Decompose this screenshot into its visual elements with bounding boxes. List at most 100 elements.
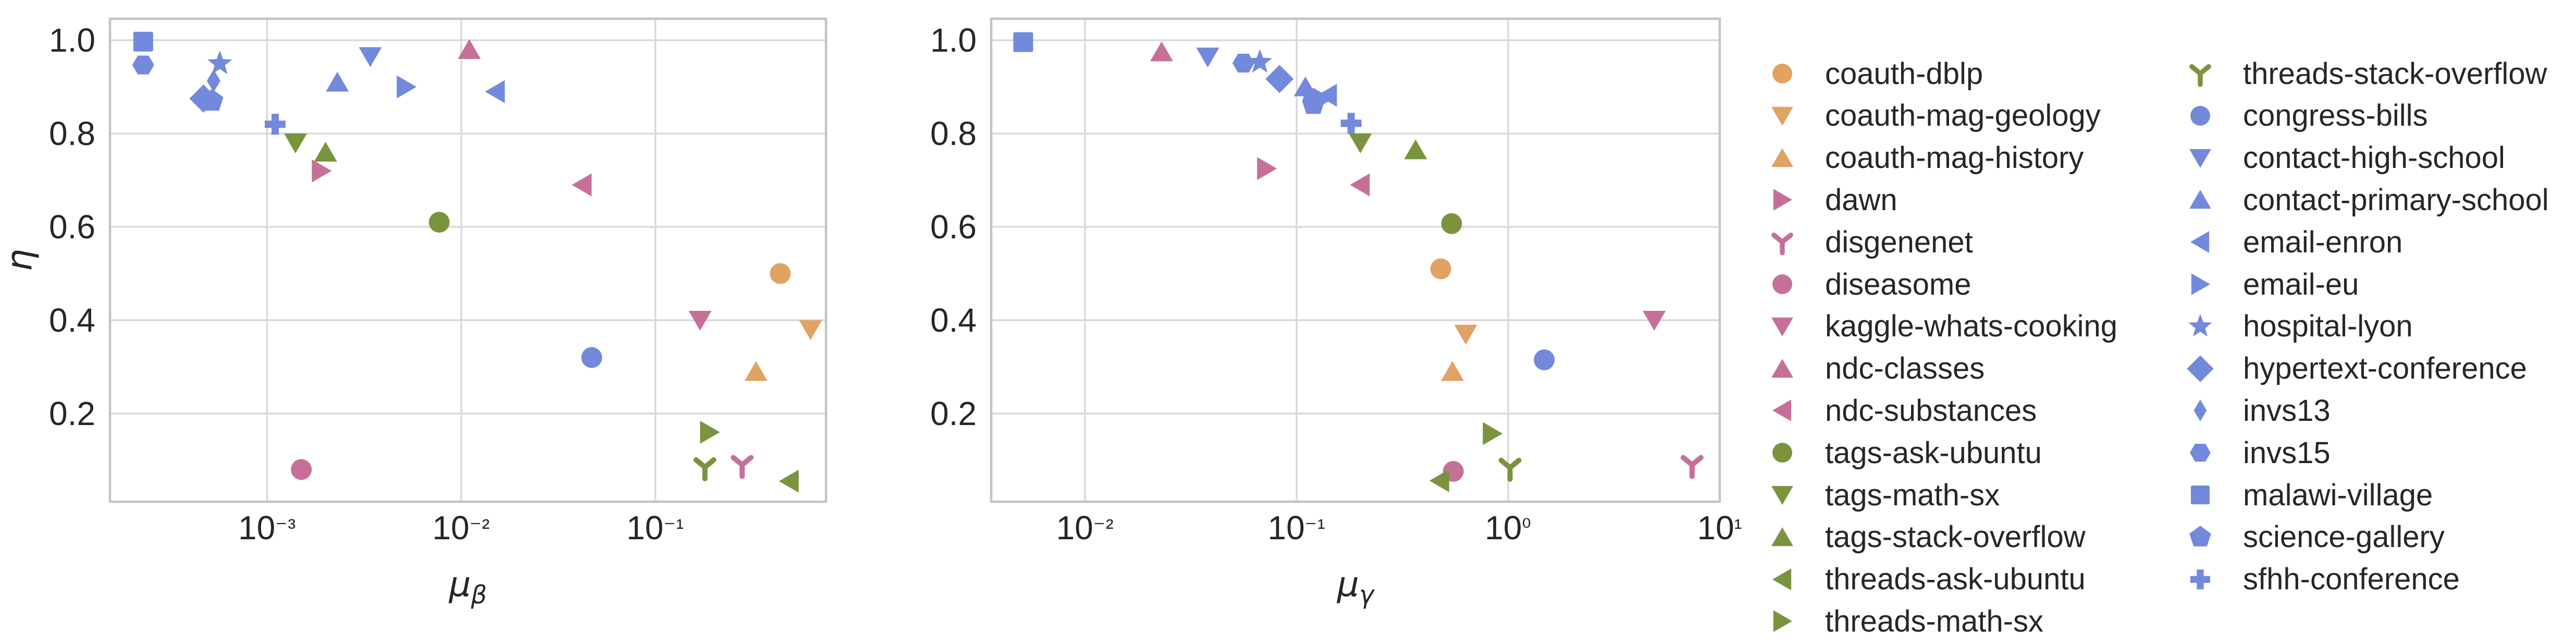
legend-item-contact-primary-school: contact-primary-school [2185, 179, 2549, 221]
legend-label: contact-primary-school [2243, 183, 2549, 217]
triangle-right-icon [1773, 610, 1792, 633]
y-tick-label: 0.2 [930, 394, 977, 432]
data-point-coauth-mag-geology [799, 320, 822, 340]
hexagon-icon [2190, 444, 2211, 462]
tri-y-icon [1771, 233, 1793, 256]
data-point-sfhh-conference [265, 114, 286, 135]
plus-icon [2190, 569, 2210, 589]
data-point-tags-math-sx [284, 133, 307, 153]
data-point-congress-bills [581, 347, 602, 368]
legend-label: ndc-substances [1825, 393, 2037, 428]
star-icon [2188, 314, 2212, 337]
diamond-icon [2187, 355, 2214, 382]
y-tick-label: 0.8 [49, 115, 95, 153]
x-axis-label: μβ [449, 564, 487, 610]
data-point-science-gallery [1302, 92, 1325, 114]
square-icon [2190, 485, 2210, 505]
y-tick-label: 0.2 [49, 394, 95, 432]
legend-label: invs15 [2243, 435, 2331, 470]
triangle-down-icon [1771, 486, 1793, 505]
legend-label: diseasome [1825, 267, 1971, 301]
data-point-malawi-village [1013, 32, 1033, 52]
triangle-left-icon [1772, 568, 1792, 590]
data-point-threads-stack-overflow [1498, 457, 1522, 482]
data-point-hospital-lyon [1247, 49, 1273, 73]
legend-item-disgenenet: disgenenet [1767, 221, 1973, 263]
data-point-invs13 [206, 69, 220, 92]
circle-icon [1772, 274, 1792, 294]
legend-label: coauth-mag-history [1825, 141, 2084, 175]
data-point-threads-math-sx [700, 420, 720, 444]
triangle-up-icon [1771, 527, 1793, 546]
legend-label: coauth-mag-geology [1825, 99, 2101, 133]
legend-label: science-gallery [2243, 520, 2445, 554]
legend-item-dawn: dawn [1767, 179, 1897, 221]
x-tick-label: 10⁻¹ [1267, 509, 1326, 547]
data-point-ndc-substances [572, 173, 592, 197]
y-tick-label: 0.6 [49, 208, 95, 246]
data-point-coauth-mag-history [1441, 361, 1464, 381]
triangle-left-icon [1772, 399, 1792, 422]
legend-item-threads-stack-overflow: threads-stack-overflow [2185, 53, 2547, 94]
legend-item-tags-math-sx: tags-math-sx [1767, 474, 2000, 516]
y-tick-label: 1.0 [49, 21, 95, 59]
legend-label: invs13 [2243, 393, 2331, 428]
triangle-up-icon [1771, 358, 1793, 378]
legend-label: disgenenet [1825, 225, 1973, 259]
legend-item-tags-ask-ubuntu: tags-ask-ubuntu [1767, 432, 2042, 474]
legend-item-sfhh-conference: sfhh-conference [2185, 559, 2460, 600]
triangle-up-icon [1771, 148, 1793, 167]
triangle-right-icon [1773, 189, 1792, 211]
legend-label: tags-ask-ubuntu [1825, 435, 2042, 470]
triangle-down-icon [1771, 317, 1793, 336]
x-tick-label: 10⁻² [432, 509, 490, 547]
legend-item-kaggle-whats-cooking: kaggle-whats-cooking [1767, 306, 2117, 347]
legend-item-tags-stack-overflow: tags-stack-overflow [1767, 516, 2086, 558]
circle-icon [1772, 443, 1792, 463]
triangle-down-icon [1771, 106, 1793, 126]
data-point-coauth-mag-geology [1454, 324, 1477, 345]
y-tick-label: 0.4 [49, 301, 95, 339]
y-tick-label: 0.6 [930, 208, 977, 246]
y-tick-label: 1.0 [930, 21, 977, 59]
thin-diamond-icon [2193, 399, 2207, 422]
legend-item-diseasome: diseasome [1767, 263, 1971, 305]
data-point-science-gallery [200, 89, 224, 111]
data-point-coauth-mag-history [744, 361, 768, 381]
tri-y-icon [2189, 64, 2211, 87]
data-point-congress-bills [1534, 349, 1555, 371]
legend-label: ndc-classes [1825, 352, 1985, 386]
data-point-tags-stack-overflow [1404, 139, 1427, 160]
data-point-ndc-substances [1350, 173, 1370, 197]
legend-item-contact-high-school: contact-high-school [2185, 137, 2505, 179]
data-point-tags-ask-ubuntu [1441, 213, 1462, 234]
data-point-contact-high-school [359, 47, 382, 67]
data-point-kaggle-whats-cooking [1643, 310, 1666, 331]
data-point-tags-stack-overflow [314, 141, 337, 162]
x-tick-label: 10⁻³ [238, 509, 297, 547]
pentagon-icon [2189, 525, 2211, 547]
data-point-disgenenet [1680, 455, 1704, 479]
data-point-threads-ask-ubuntu [779, 469, 799, 493]
legend-label: tags-math-sx [1825, 478, 2000, 512]
data-point-ndc-classes [1150, 41, 1173, 62]
legend-label: tags-stack-overflow [1825, 520, 2086, 554]
legend-label: email-eu [2243, 267, 2359, 301]
x-tick-label: 10⁻² [1056, 509, 1114, 547]
data-point-contact-primary-school [326, 71, 349, 92]
y-tick-label: 0.4 [930, 301, 977, 339]
triangle-left-icon [2190, 231, 2210, 253]
circle-icon [2190, 105, 2210, 126]
data-point-coauth-dblp [1430, 258, 1451, 280]
legend-item-invs13: invs13 [2185, 390, 2331, 431]
data-point-malawi-village [133, 31, 153, 52]
data-point-kaggle-whats-cooking [688, 310, 712, 331]
legend-item-coauth-mag-geology: coauth-mag-geology [1767, 95, 2101, 137]
data-point-tags-ask-ubuntu [428, 212, 450, 233]
legend-item-email-eu: email-eu [2185, 263, 2359, 305]
data-point-ndc-classes [458, 39, 481, 59]
y-tick-label: 0.8 [930, 115, 977, 153]
triangle-up-icon [2189, 190, 2211, 209]
